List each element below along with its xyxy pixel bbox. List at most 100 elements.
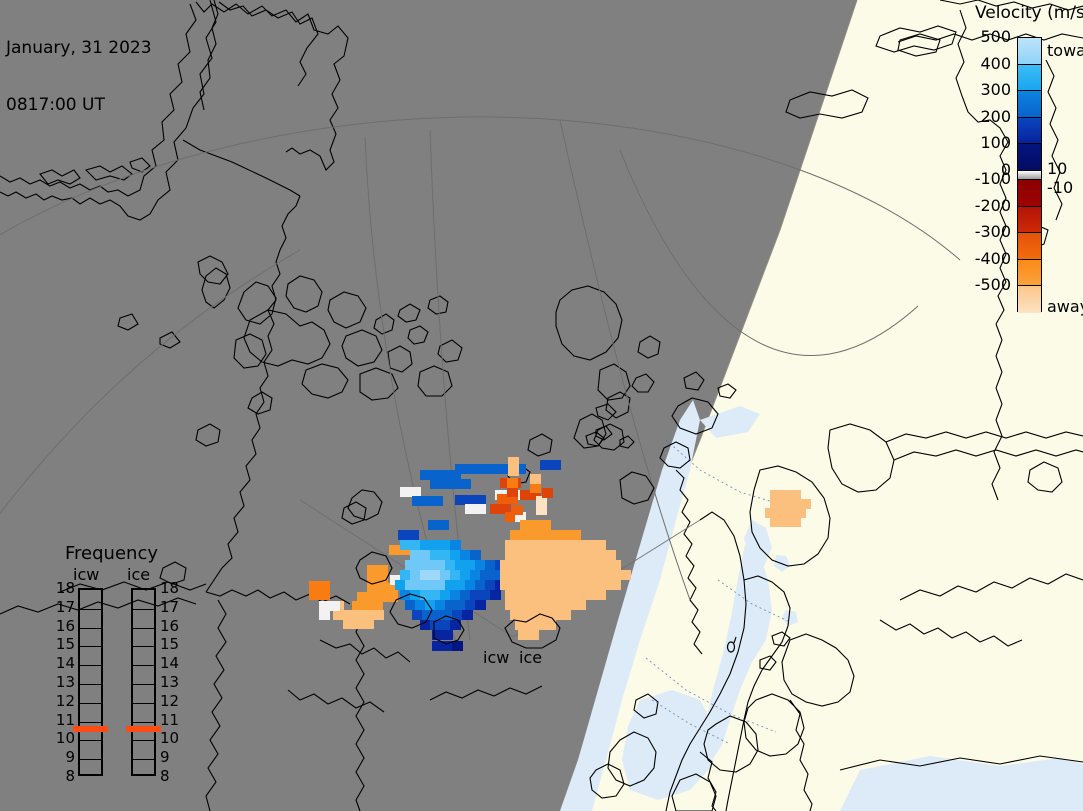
velocity-cell[interactable]	[309, 590, 320, 600]
velocity-cell[interactable]	[353, 610, 364, 620]
velocity-cell[interactable]	[465, 504, 476, 514]
velocity-cell[interactable]	[520, 580, 531, 590]
velocity-cell[interactable]	[420, 540, 431, 550]
velocity-cell[interactable]	[550, 460, 561, 470]
velocity-cell[interactable]	[435, 600, 446, 610]
velocity-cell[interactable]	[570, 560, 581, 570]
velocity-cell[interactable]	[430, 470, 441, 480]
velocity-cell[interactable]	[470, 570, 481, 580]
velocity-cell[interactable]	[420, 620, 431, 630]
velocity-cell[interactable]	[309, 581, 320, 591]
velocity-cell[interactable]	[440, 479, 451, 489]
velocity-cell[interactable]	[475, 560, 486, 570]
velocity-cell[interactable]	[595, 540, 606, 550]
velocity-cell[interactable]	[400, 540, 411, 550]
velocity-cell[interactable]	[590, 560, 601, 570]
velocity-cell[interactable]	[545, 540, 556, 550]
velocity-cell[interactable]	[450, 540, 461, 550]
velocity-cell[interactable]	[363, 619, 374, 629]
velocity-cell[interactable]	[790, 517, 801, 527]
velocity-cell[interactable]	[387, 583, 398, 593]
velocity-cell[interactable]	[465, 495, 476, 505]
velocity-cell[interactable]	[505, 512, 516, 522]
velocity-cell[interactable]	[475, 495, 486, 505]
frequency-bar-icw[interactable]	[78, 588, 103, 776]
velocity-cell[interactable]	[600, 580, 611, 590]
velocity-cell[interactable]	[432, 610, 443, 620]
velocity-cell[interactable]	[510, 580, 521, 590]
velocity-cell[interactable]	[435, 580, 446, 590]
velocity-cell[interactable]	[610, 580, 621, 590]
velocity-cell[interactable]	[518, 630, 529, 640]
velocity-cell[interactable]	[415, 560, 426, 570]
velocity-cell[interactable]	[398, 530, 409, 540]
velocity-cell[interactable]	[470, 590, 481, 600]
velocity-cell[interactable]	[535, 540, 546, 550]
velocity-cell[interactable]	[500, 560, 511, 570]
velocity-cell[interactable]	[440, 470, 451, 480]
velocity-cell[interactable]	[440, 570, 451, 580]
velocity-cell[interactable]	[780, 490, 791, 500]
velocity-cell[interactable]	[475, 580, 486, 590]
velocity-cell[interactable]	[508, 457, 519, 467]
velocity-cell[interactable]	[442, 641, 453, 651]
velocity-cell[interactable]	[530, 530, 541, 540]
velocity-cell[interactable]	[530, 474, 541, 484]
velocity-cell[interactable]	[450, 470, 461, 480]
velocity-cell[interactable]	[536, 505, 547, 515]
velocity-cell[interactable]	[525, 550, 536, 560]
velocity-cell[interactable]	[540, 530, 551, 540]
velocity-cell[interactable]	[528, 630, 539, 640]
velocity-cell[interactable]	[428, 520, 439, 530]
velocity-cell[interactable]	[367, 583, 378, 593]
velocity-cell[interactable]	[485, 560, 496, 570]
velocity-cell[interactable]	[352, 601, 363, 611]
velocity-cell[interactable]	[565, 540, 576, 550]
velocity-cell[interactable]	[420, 570, 431, 580]
velocity-cell[interactable]	[412, 610, 423, 620]
velocity-cell[interactable]	[452, 610, 463, 620]
velocity-cell[interactable]	[510, 570, 521, 580]
velocity-cell[interactable]	[455, 600, 466, 610]
velocity-cell[interactable]	[430, 540, 441, 550]
velocity-cell[interactable]	[510, 530, 521, 540]
velocity-cell[interactable]	[319, 610, 330, 620]
velocity-cell[interactable]	[520, 570, 531, 580]
velocity-cell[interactable]	[432, 630, 443, 640]
velocity-cell[interactable]	[780, 499, 791, 509]
velocity-cell[interactable]	[412, 496, 423, 506]
velocity-cell[interactable]	[570, 580, 581, 590]
velocity-cell[interactable]	[550, 610, 561, 620]
velocity-cell[interactable]	[432, 496, 443, 506]
velocity-cell[interactable]	[542, 488, 553, 498]
velocity-cell[interactable]	[505, 600, 516, 610]
velocity-cell[interactable]	[460, 479, 471, 489]
velocity-cell[interactable]	[575, 540, 586, 550]
velocity-cell[interactable]	[500, 504, 511, 514]
velocity-cell[interactable]	[475, 600, 486, 610]
velocity-cell[interactable]	[438, 520, 449, 530]
velocity-cell[interactable]	[565, 600, 576, 610]
velocity-cell[interactable]	[329, 601, 340, 611]
velocity-cell[interactable]	[535, 620, 546, 630]
velocity-cell[interactable]	[530, 570, 541, 580]
velocity-cell[interactable]	[515, 620, 526, 630]
velocity-cell[interactable]	[415, 600, 426, 610]
velocity-cell[interactable]	[363, 610, 374, 620]
velocity-cell[interactable]	[540, 580, 551, 590]
velocity-cell[interactable]	[377, 565, 388, 575]
velocity-cell[interactable]	[445, 580, 456, 590]
velocity-cell[interactable]	[405, 560, 416, 570]
velocity-cell[interactable]	[600, 570, 611, 580]
velocity-cell[interactable]	[470, 550, 481, 560]
velocity-cell[interactable]	[422, 496, 433, 506]
velocity-cell[interactable]	[520, 490, 531, 500]
velocity-cell[interactable]	[480, 570, 491, 580]
velocity-cell[interactable]	[460, 550, 471, 560]
velocity-cell[interactable]	[367, 592, 378, 602]
velocity-cell[interactable]	[415, 580, 426, 590]
velocity-cell[interactable]	[455, 580, 466, 590]
velocity-cell[interactable]	[442, 630, 453, 640]
velocity-cell[interactable]	[490, 590, 501, 600]
velocity-cell[interactable]	[462, 610, 473, 620]
